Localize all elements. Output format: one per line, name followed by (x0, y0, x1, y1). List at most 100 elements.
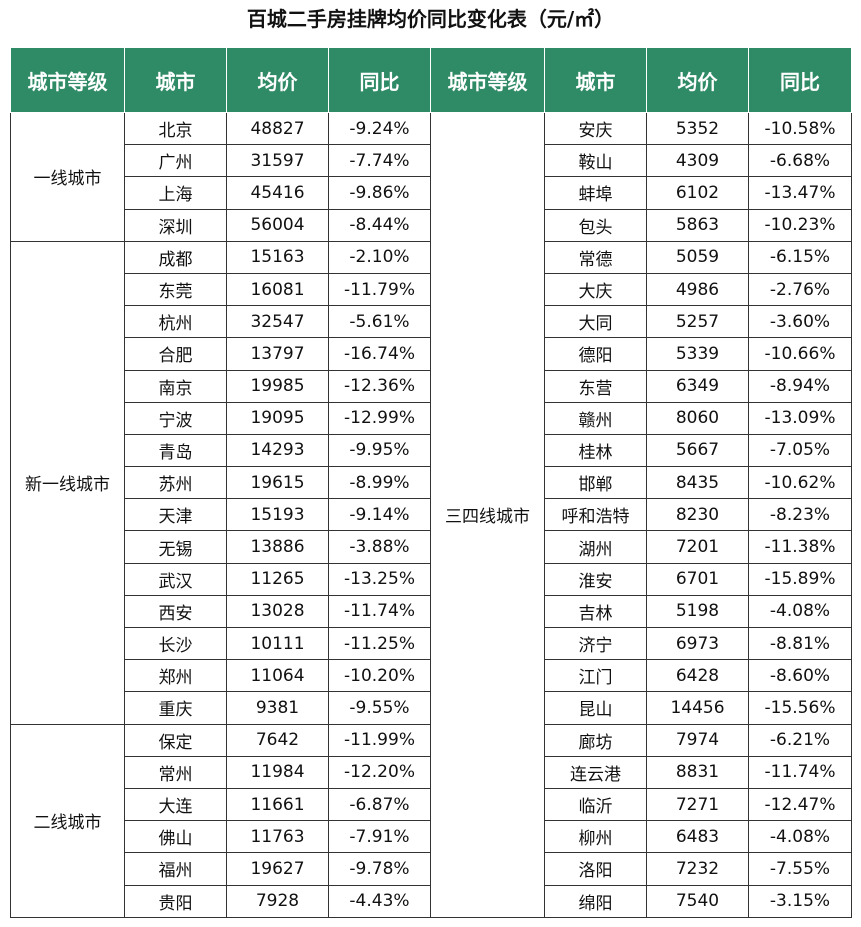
city: 蚌埠 (544, 176, 647, 210)
yoy-change: -12.47% (748, 787, 852, 822)
city: 佛山 (124, 820, 227, 854)
avg-price: 14456 (646, 691, 749, 725)
yoy-change: -8.23% (748, 498, 852, 532)
column-header: 城市等级 (10, 47, 125, 113)
avg-price: 16081 (226, 272, 329, 307)
avg-price: 11763 (226, 820, 329, 854)
yoy-change: -11.25% (328, 626, 431, 661)
yoy-change: -2.76% (748, 272, 852, 307)
yoy-change: -10.23% (748, 208, 852, 242)
table-row: 天津 15193 -9.14% 呼和浩特 8230 -8.23% (11, 498, 852, 532)
city: 大连 (124, 787, 227, 822)
yoy-change: -10.62% (748, 466, 852, 500)
avg-price: 10111 (226, 626, 329, 661)
column-header: 同比 (748, 47, 852, 113)
yoy-change: -13.25% (328, 562, 431, 596)
table-row: 重庆 9381 -9.55% 昆山 14456 -15.56% (11, 691, 852, 725)
yoy-change: -7.74% (328, 144, 431, 178)
avg-price: 5198 (646, 594, 749, 629)
avg-price: 4309 (646, 144, 749, 178)
city: 西安 (124, 594, 227, 629)
title: 百城二手房挂牌均价同比变化表（元/㎡） (246, 7, 615, 31)
city: 桂林 (544, 433, 647, 468)
city: 湖州 (544, 530, 647, 564)
yoy-change: -6.21% (748, 723, 852, 757)
avg-price: 8435 (646, 466, 749, 500)
yoy-change: -7.55% (748, 852, 852, 886)
avg-price: 4986 (646, 272, 749, 307)
avg-price: 6349 (646, 369, 749, 403)
yoy-change: -8.44% (328, 208, 431, 242)
table-row: 合肥 13797 -16.74% 德阳 5339 -10.66% (11, 337, 852, 371)
header-row: 城市等级 城市 均价 同比 城市等级 城市 均价 同比 (10, 47, 852, 113)
city: 大同 (544, 305, 647, 339)
avg-price: 11064 (226, 659, 329, 693)
city-tier: 一线城市 (10, 112, 125, 242)
yoy-change: -12.20% (328, 755, 431, 789)
city: 南京 (124, 369, 227, 403)
city: 北京 (124, 111, 227, 146)
yoy-change: -8.94% (748, 369, 852, 403)
yoy-change: -4.08% (748, 594, 852, 629)
avg-price: 6701 (646, 562, 749, 596)
city: 东莞 (124, 272, 227, 307)
yoy-change: -8.60% (748, 659, 852, 693)
city: 洛阳 (544, 852, 647, 886)
avg-price: 11984 (226, 755, 329, 789)
avg-price: 5059 (646, 240, 749, 274)
yoy-change: -8.81% (748, 626, 852, 661)
yoy-change: -10.20% (328, 659, 431, 693)
city: 德阳 (544, 337, 647, 371)
city: 江门 (544, 659, 647, 693)
avg-price: 13797 (226, 337, 329, 371)
table-row: 无锡 13886 -3.88% 湖州 7201 -11.38% (11, 530, 852, 564)
avg-price: 19985 (226, 369, 329, 403)
yoy-change: -15.56% (748, 691, 852, 725)
avg-price: 7540 (646, 884, 749, 918)
yoy-change: -11.74% (328, 594, 431, 629)
city: 包头 (544, 208, 647, 242)
city: 无锡 (124, 530, 227, 564)
avg-price: 19615 (226, 466, 329, 500)
city: 青岛 (124, 433, 227, 468)
yoy-change: -7.05% (748, 433, 852, 468)
table-row: 深圳 56004 -8.44% 包头 5863 -10.23% (11, 208, 852, 242)
city: 上海 (124, 176, 227, 210)
yoy-change: -10.58% (748, 111, 852, 146)
city: 邯郸 (544, 466, 647, 500)
yoy-change: -2.10% (328, 240, 431, 274)
column-header: 同比 (328, 47, 431, 113)
yoy-change: -6.87% (328, 787, 431, 822)
avg-price: 7271 (646, 787, 749, 822)
table-row: 上海 45416 -9.86% 蚌埠 6102 -13.47% (11, 176, 852, 210)
yoy-change: -9.55% (328, 691, 431, 725)
city: 鞍山 (544, 144, 647, 178)
city: 武汉 (124, 562, 227, 596)
yoy-change: -8.99% (328, 466, 431, 500)
city: 临沂 (544, 787, 647, 822)
price-table: 城市等级 城市 均价 同比 城市等级 城市 均价 同比 一线城市 北京 48827 -9.24% 三四… (10, 47, 852, 918)
yoy-change: -13.09% (748, 401, 852, 435)
city: 合肥 (124, 337, 227, 371)
city-tier: 新一线城市 (10, 240, 125, 725)
column-header: 均价 (226, 47, 329, 113)
city: 赣州 (544, 401, 647, 435)
city: 天津 (124, 498, 227, 532)
city: 保定 (124, 723, 227, 757)
table-row: 福州 19627 -9.78% 洛阳 7232 -7.55% (11, 852, 852, 886)
yoy-change: -3.88% (328, 530, 431, 564)
city: 淮安 (544, 562, 647, 596)
city: 贵阳 (124, 884, 227, 918)
avg-price: 7974 (646, 723, 749, 757)
city: 成都 (124, 240, 227, 274)
yoy-change: -12.99% (328, 401, 431, 435)
avg-price: 9381 (226, 691, 329, 725)
city: 长沙 (124, 626, 227, 661)
avg-price: 8230 (646, 498, 749, 532)
avg-price: 45416 (226, 176, 329, 210)
avg-price: 8831 (646, 755, 749, 789)
yoy-change: -9.86% (328, 176, 431, 210)
table-row: 宁波 19095 -12.99% 赣州 8060 -13.09% (11, 401, 852, 435)
avg-price: 14293 (226, 433, 329, 468)
